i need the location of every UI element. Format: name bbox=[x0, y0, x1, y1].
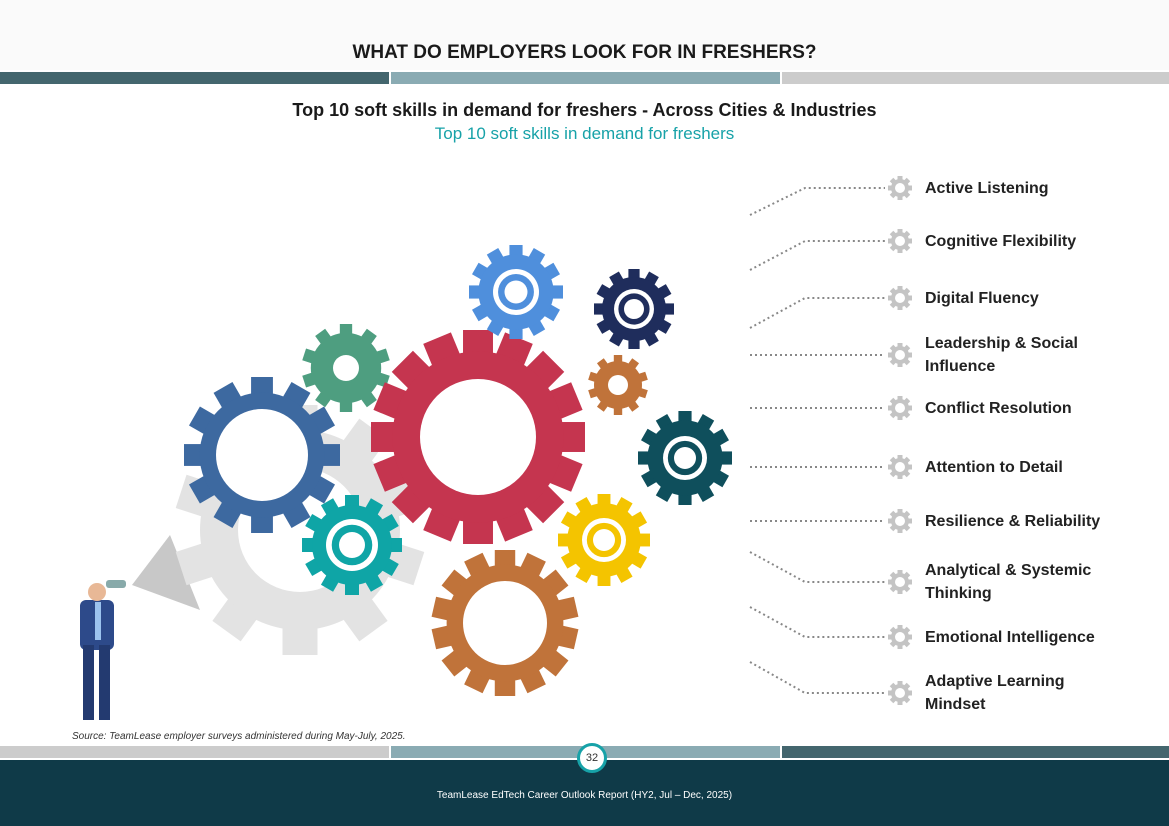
header-bar-1 bbox=[0, 72, 389, 84]
red-gear bbox=[371, 330, 585, 544]
gear-bullet-icon bbox=[888, 286, 912, 310]
navy-gear bbox=[594, 269, 674, 349]
darkteal-gear bbox=[638, 411, 732, 505]
skill-item: Digital Fluency bbox=[925, 290, 1039, 307]
lightblue-gear bbox=[469, 245, 563, 339]
gear-bullet-icon bbox=[888, 396, 912, 420]
footer-bar-1 bbox=[0, 746, 389, 758]
connector-line bbox=[749, 297, 885, 329]
header-bar-2 bbox=[391, 72, 780, 84]
footer-report-title: TeamLease EdTech Career Outlook Report (… bbox=[436, 790, 733, 801]
connector-line bbox=[749, 240, 885, 271]
skill-item: Conflict Resolution bbox=[925, 400, 1072, 417]
gear-bullet-icon bbox=[888, 229, 912, 253]
orange-small-gear bbox=[588, 355, 648, 415]
skill-item: Attention to Detail bbox=[925, 459, 1063, 476]
page-title: WHAT DO EMPLOYERS LOOK FOR IN FRESHERS? bbox=[352, 42, 817, 63]
skill-item: Emotional Intelligence bbox=[925, 629, 1095, 646]
skill-item: Leadership & Social Influence bbox=[925, 335, 1078, 375]
gear-bullet-icon bbox=[888, 455, 912, 479]
skill-item: Adaptive Learning Mindset bbox=[925, 673, 1065, 713]
gear-bullet-icon bbox=[888, 570, 912, 594]
footer-bar-3 bbox=[782, 746, 1169, 758]
skill-item: Resilience & Reliability bbox=[925, 513, 1101, 530]
section-subtitle: Top 10 soft skills in demand for fresher… bbox=[434, 124, 735, 143]
gear-bullet-icon bbox=[888, 509, 912, 533]
section-title: Top 10 soft skills in demand for fresher… bbox=[292, 100, 877, 120]
skill-item: Analytical & Systemic Thinking bbox=[925, 562, 1092, 602]
header-background bbox=[0, 0, 1169, 70]
connector-line bbox=[749, 606, 885, 638]
green-gear bbox=[302, 324, 390, 412]
blue-gear bbox=[184, 377, 340, 533]
header-bar-3 bbox=[782, 72, 1169, 84]
gear-bullet-icon bbox=[888, 343, 912, 367]
gears-illustration bbox=[80, 176, 912, 720]
teal-gear bbox=[302, 495, 402, 595]
connector-line bbox=[749, 551, 885, 583]
yellow-gear bbox=[558, 494, 650, 586]
connector-line bbox=[749, 187, 885, 216]
gear-bullet-icon bbox=[888, 625, 912, 649]
businessman-with-binoculars bbox=[80, 580, 126, 720]
connector-line bbox=[749, 661, 885, 694]
megaphone-cone bbox=[132, 535, 200, 610]
orange-big-gear bbox=[431, 550, 579, 696]
page-number: 32 bbox=[577, 743, 607, 773]
skill-item: Cognitive Flexibility bbox=[925, 233, 1077, 250]
source-note: Source: TeamLease employer surveys admin… bbox=[72, 731, 406, 742]
skill-item: Active Listening bbox=[925, 180, 1049, 197]
gear-bullet-icon bbox=[888, 176, 912, 200]
gear-bullet-icon bbox=[888, 681, 912, 705]
